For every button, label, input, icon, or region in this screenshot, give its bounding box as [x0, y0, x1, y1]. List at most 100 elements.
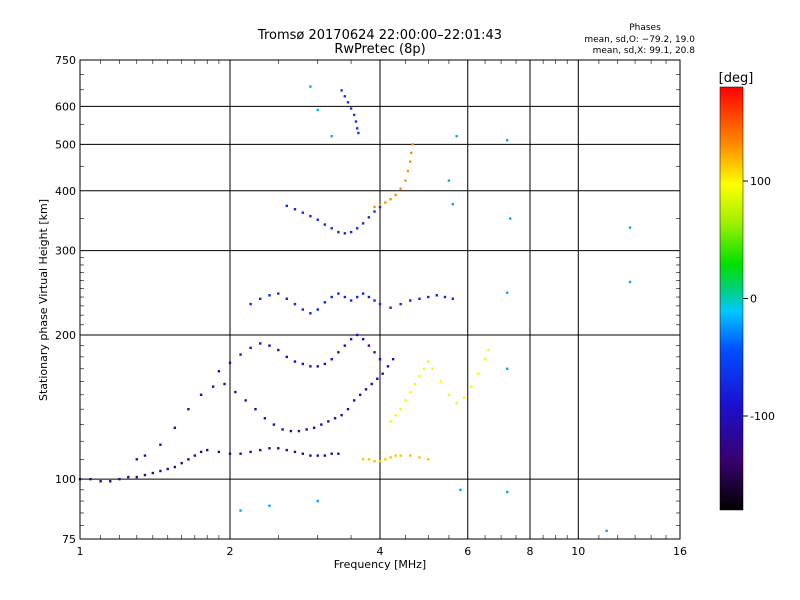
data-point	[301, 452, 305, 455]
chart-subtitle: RwPretec (8p)	[334, 42, 425, 57]
phases-o-stats: mean, sd,O: −79.2, 19.0	[584, 35, 695, 45]
data-point	[443, 295, 447, 299]
data-point	[135, 458, 138, 461]
data-point	[337, 351, 340, 354]
data-point	[389, 420, 392, 423]
y-tick-label: 500	[55, 138, 76, 151]
data-point	[483, 358, 487, 361]
data-point	[330, 134, 333, 138]
data-point	[234, 390, 237, 394]
data-point	[358, 393, 362, 397]
data-point	[418, 456, 421, 459]
colorbar	[719, 86, 744, 511]
data-point	[173, 465, 177, 469]
data-point	[364, 388, 368, 391]
data-point	[367, 344, 371, 347]
data-point	[89, 477, 92, 481]
data-point	[355, 227, 359, 230]
data-point	[357, 131, 360, 135]
data-point	[361, 337, 365, 341]
data-point	[187, 407, 190, 411]
data-point	[389, 306, 392, 309]
data-point	[406, 169, 410, 173]
data-point	[628, 226, 632, 229]
data-point	[159, 469, 162, 473]
data-point	[309, 312, 312, 315]
data-point	[346, 101, 350, 104]
x-tick-label: 4	[377, 545, 384, 558]
data-point	[404, 399, 407, 402]
data-point	[323, 454, 327, 457]
data-point	[268, 294, 271, 297]
phases-x-stats: mean, sd,X: 99.1, 20.8	[593, 46, 696, 56]
data-point	[143, 473, 147, 477]
data-point	[378, 205, 382, 209]
data-point	[455, 402, 458, 405]
data-point	[349, 337, 353, 341]
data-point	[272, 423, 276, 426]
data-point	[285, 355, 288, 359]
data-point	[505, 139, 509, 142]
data-point	[470, 385, 473, 388]
data-point	[330, 295, 333, 299]
data-point	[301, 211, 305, 214]
data-point	[217, 370, 221, 373]
data-point	[309, 85, 312, 88]
x-tick-label: 1	[77, 545, 84, 558]
data-point	[367, 216, 371, 219]
data-point	[293, 450, 297, 454]
data-point	[427, 295, 430, 299]
data-point	[281, 428, 284, 431]
colorbar-tick-label: 100	[750, 175, 771, 188]
data-point	[413, 382, 417, 386]
data-point	[135, 475, 138, 479]
data-point	[361, 458, 365, 461]
data-point	[268, 344, 271, 347]
data-point	[389, 456, 392, 459]
data-point	[373, 210, 376, 213]
data-point	[346, 407, 350, 411]
data-point	[316, 218, 319, 221]
data-point	[409, 299, 412, 302]
data-point	[378, 302, 382, 306]
y-axis-label: Stationary phase Virtual Height [km]	[37, 199, 50, 401]
data-point	[173, 426, 177, 430]
data-point	[309, 365, 312, 368]
colorbar-ticks: 100 0 -100	[743, 175, 775, 423]
data-point	[605, 529, 608, 533]
data-point	[391, 358, 395, 361]
data-point	[259, 342, 262, 345]
data-point	[508, 217, 512, 220]
data-point	[316, 308, 319, 311]
data-point	[349, 107, 353, 110]
data-point	[381, 372, 384, 375]
data-point	[354, 120, 358, 123]
data-point	[427, 458, 430, 461]
data-point	[373, 205, 376, 209]
data-point	[477, 372, 480, 375]
data-point	[199, 450, 203, 454]
data-point	[259, 297, 262, 300]
data-point	[293, 302, 297, 306]
data-point	[435, 294, 438, 297]
data-point	[439, 380, 443, 383]
data-point	[180, 461, 183, 465]
data-point	[399, 407, 402, 411]
data-point	[404, 179, 407, 182]
data-point	[330, 358, 333, 361]
data-point	[285, 297, 288, 300]
data-point	[323, 301, 327, 304]
data-point	[277, 348, 280, 352]
data-point	[459, 488, 462, 492]
x-axis-label: Frequency [MHz]	[334, 558, 426, 571]
phases-label: Phases	[629, 23, 661, 33]
data-point	[323, 362, 327, 366]
data-point	[343, 95, 347, 98]
data-point	[378, 460, 382, 463]
data-point	[373, 351, 376, 354]
data-point	[418, 297, 421, 300]
data-point	[268, 447, 271, 450]
data-point	[118, 477, 121, 481]
data-point	[109, 480, 112, 483]
